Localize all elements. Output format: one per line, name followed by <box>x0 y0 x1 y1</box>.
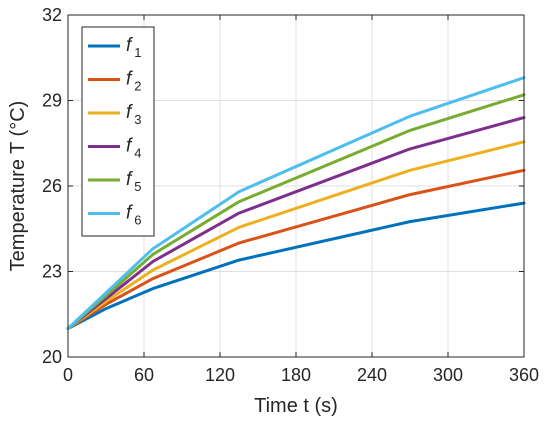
series-lines <box>66 76 526 330</box>
y-tick-label: 29 <box>42 91 62 111</box>
x-axis-label: Time t (s) <box>254 395 338 417</box>
x-tick-label: 180 <box>281 365 311 385</box>
series-line-f4 <box>66 116 526 330</box>
legend-box <box>81 26 155 237</box>
series-line-f2 <box>66 168 526 330</box>
axis-ticks: 0 60 120 180 240 300 360 20 23 26 29 32 <box>42 5 539 385</box>
y-tick-label: 26 <box>42 176 62 196</box>
x-tick-label: 0 <box>63 365 73 385</box>
series-line-f3 <box>66 140 526 330</box>
series-line-f1 <box>66 201 526 330</box>
y-tick-label: 23 <box>42 262 62 282</box>
y-tick-label: 20 <box>42 347 62 367</box>
x-tick-label: 360 <box>509 365 539 385</box>
x-tick-label: 120 <box>205 365 235 385</box>
x-tick-label: 300 <box>433 365 463 385</box>
y-tick-label: 32 <box>42 5 62 25</box>
x-tick-label: 60 <box>134 365 154 385</box>
series-line-f5 <box>66 93 526 330</box>
series-line-f6 <box>66 76 526 330</box>
legend: f 1f 2f 3f 4f 5f 6 <box>81 26 155 237</box>
y-axis-label: Temperature T (°C) <box>7 101 29 272</box>
x-tick-label: 240 <box>357 365 387 385</box>
